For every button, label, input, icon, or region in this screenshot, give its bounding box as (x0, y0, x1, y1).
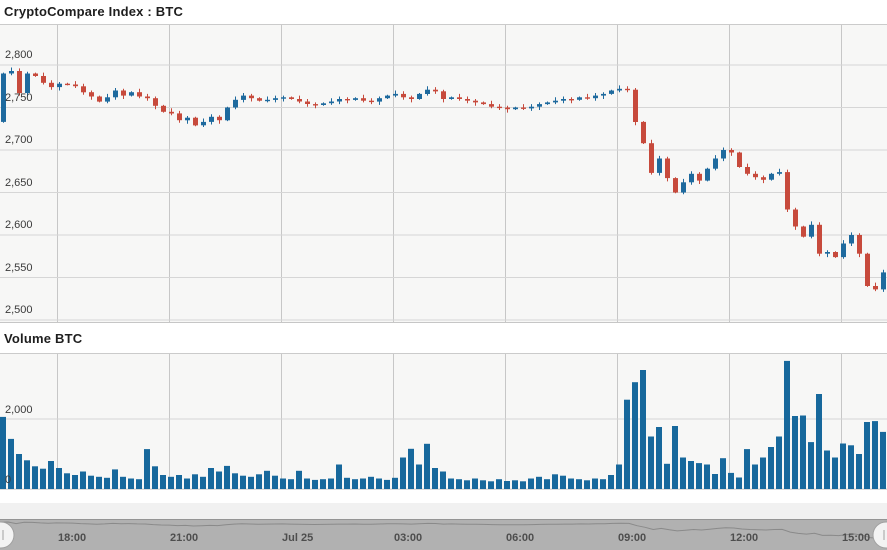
navigator-handle[interactable] (0, 521, 15, 549)
volume-chart-title: Volume BTC (4, 331, 83, 346)
volume-axis-label: 2,000 (5, 404, 33, 416)
time-axis-label: 21:00 (170, 532, 199, 544)
price-axis-label: 2,650 (5, 176, 33, 189)
time-axis-label: Jul 25 (282, 532, 314, 544)
navigator-handle[interactable] (872, 521, 887, 549)
price-chart-title: CryptoCompare Index : BTC (4, 4, 184, 19)
volume-axis-label: 0 (5, 474, 12, 486)
price-axis-label: 2,600 (5, 219, 33, 231)
price-axis-label: 2,700 (5, 134, 33, 146)
price-plot-area[interactable] (0, 24, 887, 323)
price-axis-label: 2,750 (5, 91, 33, 104)
price-axis-label: 2,500 (5, 304, 33, 316)
range-navigator[interactable] (0, 503, 887, 550)
time-axis-label: 15:00 (842, 532, 871, 544)
time-axis-label: 09:00 (618, 532, 647, 544)
volume-series (0, 354, 887, 489)
time-axis-label: 18:00 (58, 532, 87, 544)
price-axis-label: 2,550 (5, 261, 33, 274)
time-axis-label: 03:00 (394, 532, 423, 544)
time-axis-label: 06:00 (506, 532, 535, 544)
price-axis-label: 2,800 (5, 49, 33, 61)
navigator-graphic (0, 503, 887, 550)
volume-plot-area[interactable] (0, 353, 887, 490)
candlestick-series (0, 25, 887, 322)
time-axis-label: 12:00 (730, 532, 759, 544)
